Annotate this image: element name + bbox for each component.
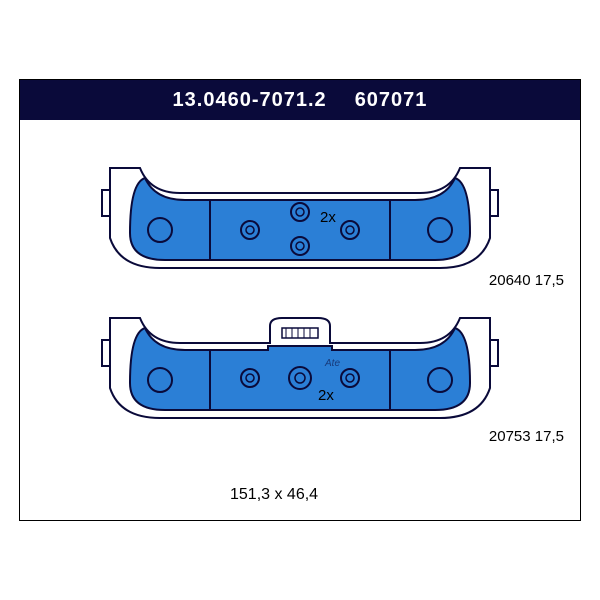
top-pad-thickness: 17,5 — [535, 272, 564, 289]
brand-mark: Ate — [324, 358, 340, 369]
part-number: 13.0460-7071.2 — [173, 89, 327, 112]
top-qty-label: 2x — [320, 209, 336, 226]
short-code: 607071 — [355, 89, 428, 112]
top-pad-code: 20640 — [489, 272, 531, 289]
top-pad-spec: 20640 17,5 — [489, 272, 564, 289]
bottom-pad-code: 20753 — [489, 428, 531, 445]
bottom-brake-pad: 2x Ate — [100, 278, 500, 428]
bottom-pad-spec: 20753 17,5 — [489, 428, 564, 445]
diagram-container: 13.0460-7071.2 607071 — [19, 79, 581, 521]
top-brake-pad: 2x — [100, 138, 500, 278]
dimensions-label: 151,3 x 46,4 — [230, 486, 318, 504]
header-bar: 13.0460-7071.2 607071 — [20, 80, 580, 120]
bottom-pad-thickness: 17,5 — [535, 428, 564, 445]
bottom-qty-label: 2x — [318, 387, 334, 404]
